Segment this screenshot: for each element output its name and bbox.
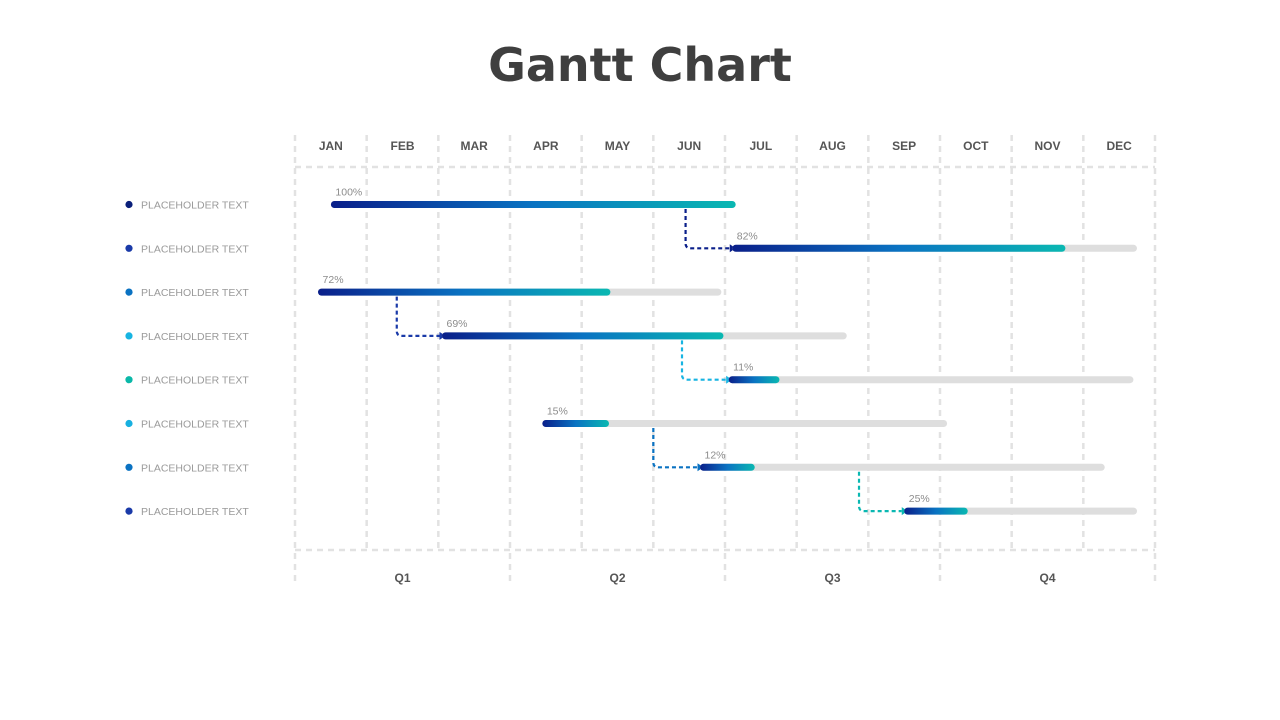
quarter-label: Q2 [609,571,625,585]
task-label: PLACEHOLDER TEXT [141,200,249,212]
task-bars: 100% 82% 72% 69% 11% 15% 12% 25% [318,187,1137,515]
task-progress-bar [442,332,724,340]
task-label: PLACEHOLDER TEXT [141,287,249,299]
task-dot [125,244,133,252]
month-label: SEP [892,139,916,153]
task-label: PLACEHOLDER TEXT [141,419,249,431]
month-label: AUG [819,139,846,153]
task-labels: PLACEHOLDER TEXT PLACEHOLDER TEXT PLACEHOL… [125,200,249,518]
task-label: PLACEHOLDER TEXT [141,243,249,255]
task-progress-bar [700,463,755,471]
month-label: JAN [319,139,343,153]
task-progress-bar [330,201,736,208]
task-progress-label: 72% [323,274,344,286]
task-progress-bar [728,376,780,384]
task-progress-bar [732,244,1066,252]
task-progress-bar [904,507,968,515]
dependency-connector [684,209,730,250]
task-progress-label: 82% [737,230,758,242]
month-label: OCT [963,139,989,153]
task-dot [125,419,133,428]
month-label: MAR [461,139,489,153]
dependency-connector [652,428,698,469]
month-label: JUN [677,139,701,153]
quarter-footer: Q1 Q2 Q3 Q4 [394,571,1055,585]
task-progress-label: 15% [547,406,568,418]
task-progress-label: 69% [447,318,468,330]
task-progress-label: 12% [705,449,726,461]
task-dot [125,376,133,384]
task-progress-label: 11% [733,362,753,374]
dependency-connector [680,340,727,381]
page-title: Gantt Chart [488,38,792,92]
task-progress-label: 100% [335,187,362,199]
task-label: PLACEHOLDER TEXT [141,375,249,387]
task-dot [125,200,133,209]
task-dot [125,507,133,515]
task-label: PLACEHOLDER TEXT [141,462,249,474]
quarter-label: Q3 [824,571,840,585]
task-progress-bar [542,420,609,427]
month-label: JUL [749,139,772,153]
month-label: FEB [391,139,415,153]
month-header: JAN FEB MAR APR MAY JUN JUL AUG SEP OCT NOV DEC [319,139,1132,153]
task-progress-label: 25% [909,493,930,505]
month-label: APR [533,139,559,153]
dependency-arrows [395,209,908,516]
task-dot [125,288,133,296]
month-label: DEC [1106,139,1132,153]
task-label: PLACEHOLDER TEXT [141,506,249,518]
task-label: PLACEHOLDER TEXT [141,331,249,343]
task-dot [125,332,133,340]
month-label: MAY [605,139,631,153]
dependency-connector [395,296,440,337]
quarter-label: Q4 [1039,571,1055,585]
quarter-label: Q1 [394,571,410,585]
dependency-connector [857,471,902,513]
month-label: NOV [1034,139,1060,153]
task-dot [125,463,133,471]
task-progress-bar [318,288,611,296]
